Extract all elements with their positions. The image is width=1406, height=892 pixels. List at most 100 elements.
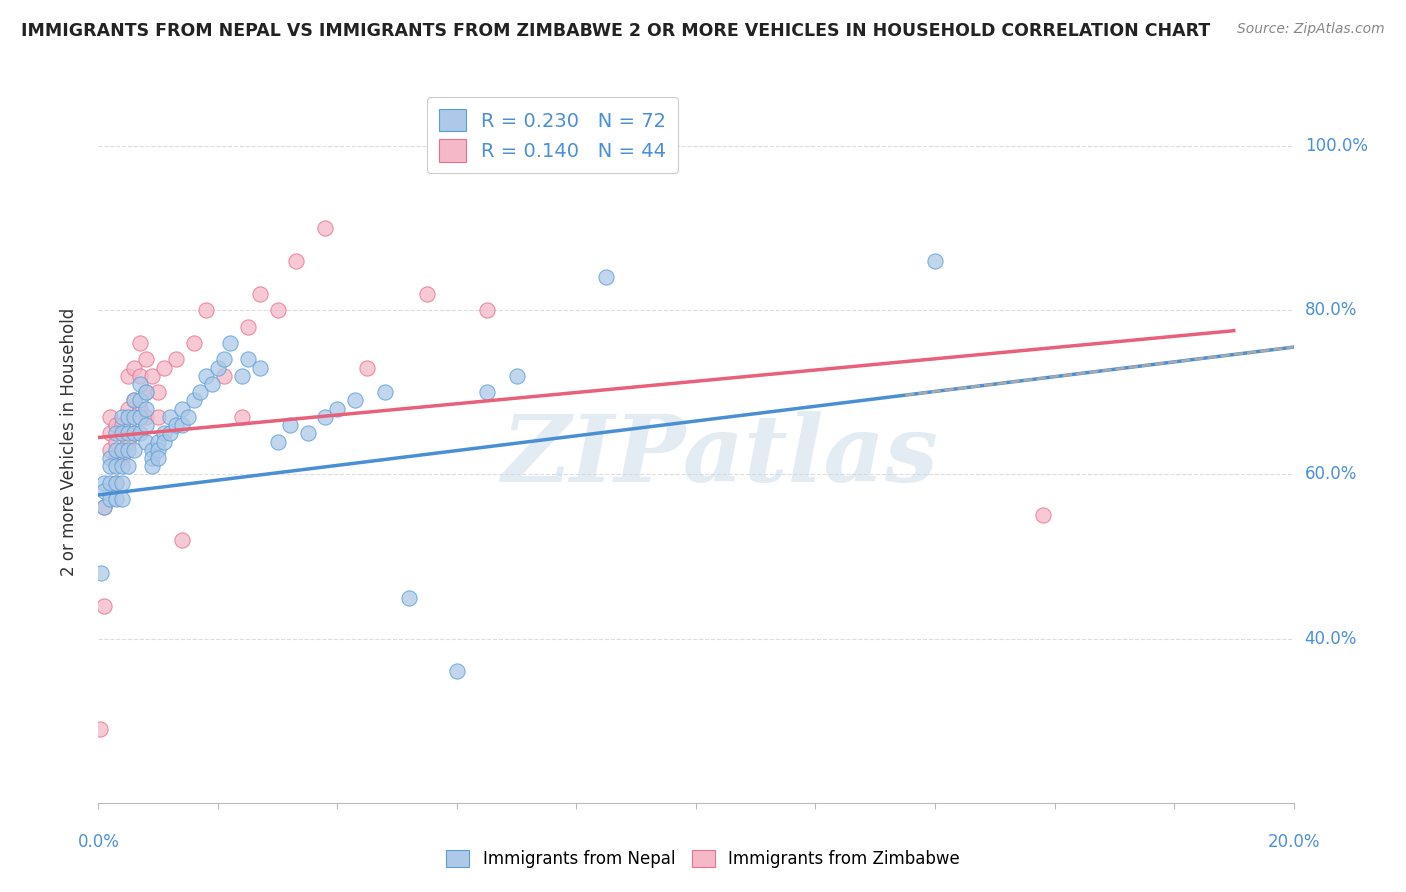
Point bbox=[183, 393, 205, 408]
Point bbox=[98, 475, 122, 490]
Point bbox=[117, 434, 139, 449]
Point bbox=[129, 393, 152, 408]
Point bbox=[111, 475, 134, 490]
Point bbox=[141, 450, 163, 465]
Point bbox=[212, 352, 235, 367]
Point bbox=[416, 286, 439, 301]
Point bbox=[111, 450, 134, 465]
Point bbox=[93, 475, 115, 490]
Point bbox=[278, 418, 301, 433]
Point bbox=[219, 336, 242, 351]
Point bbox=[195, 303, 218, 318]
Point bbox=[129, 368, 152, 383]
Point bbox=[117, 426, 139, 441]
Point bbox=[105, 475, 128, 490]
Point bbox=[212, 368, 235, 383]
Point bbox=[111, 409, 134, 424]
Point bbox=[135, 352, 157, 367]
Point bbox=[93, 500, 115, 515]
Text: 40.0%: 40.0% bbox=[1305, 630, 1357, 648]
Point bbox=[111, 491, 134, 506]
Point bbox=[117, 442, 139, 457]
Point bbox=[398, 591, 420, 605]
Point bbox=[89, 722, 111, 736]
Point bbox=[188, 385, 211, 400]
Point bbox=[475, 303, 498, 318]
Text: 0.0%: 0.0% bbox=[77, 833, 120, 851]
Point bbox=[315, 409, 337, 424]
Point bbox=[148, 442, 170, 457]
Point bbox=[315, 221, 337, 235]
Point bbox=[475, 385, 498, 400]
Point bbox=[148, 409, 170, 424]
Point bbox=[267, 434, 290, 449]
Point bbox=[297, 426, 319, 441]
Point bbox=[148, 385, 170, 400]
Point bbox=[236, 352, 259, 367]
Point bbox=[135, 434, 157, 449]
Point bbox=[536, 155, 558, 169]
Point bbox=[172, 533, 194, 547]
Legend: Immigrants from Nepal, Immigrants from Zimbabwe: Immigrants from Nepal, Immigrants from Z… bbox=[439, 843, 967, 875]
Point bbox=[129, 336, 152, 351]
Point bbox=[506, 368, 529, 383]
Point bbox=[105, 450, 128, 465]
Point bbox=[117, 401, 139, 416]
Point bbox=[267, 303, 290, 318]
Point bbox=[153, 434, 176, 449]
Point bbox=[195, 368, 218, 383]
Point bbox=[93, 483, 115, 498]
Point bbox=[446, 665, 468, 679]
Legend: R = 0.230   N = 72, R = 0.140   N = 44: R = 0.230 N = 72, R = 0.140 N = 44 bbox=[427, 97, 678, 173]
Point bbox=[172, 401, 194, 416]
Point bbox=[129, 409, 152, 424]
Point bbox=[124, 426, 146, 441]
Point bbox=[141, 368, 163, 383]
Point bbox=[98, 409, 122, 424]
Point bbox=[231, 409, 253, 424]
Point bbox=[111, 459, 134, 474]
Point bbox=[326, 401, 349, 416]
Point bbox=[231, 368, 253, 383]
Point bbox=[135, 385, 157, 400]
Point bbox=[98, 426, 122, 441]
Point bbox=[249, 286, 271, 301]
Point bbox=[117, 368, 139, 383]
Point bbox=[98, 491, 122, 506]
Point bbox=[165, 352, 187, 367]
Point bbox=[344, 393, 367, 408]
Point bbox=[105, 475, 128, 490]
Point bbox=[201, 377, 224, 392]
Point bbox=[98, 442, 122, 457]
Point bbox=[284, 253, 307, 268]
Text: ZIPatlas: ZIPatlas bbox=[502, 411, 938, 501]
Point bbox=[595, 270, 617, 285]
Point bbox=[135, 409, 157, 424]
Point bbox=[249, 360, 271, 375]
Point bbox=[135, 385, 157, 400]
Point bbox=[153, 426, 176, 441]
Point bbox=[177, 409, 200, 424]
Point bbox=[93, 599, 115, 613]
Point bbox=[148, 450, 170, 465]
Point bbox=[141, 459, 163, 474]
Point bbox=[135, 418, 157, 433]
Text: 80.0%: 80.0% bbox=[1305, 301, 1357, 319]
Text: 60.0%: 60.0% bbox=[1305, 466, 1357, 483]
Point bbox=[105, 459, 128, 474]
Point bbox=[124, 393, 146, 408]
Point bbox=[159, 409, 181, 424]
Point bbox=[141, 442, 163, 457]
Point bbox=[172, 418, 194, 433]
Point bbox=[124, 360, 146, 375]
Text: 100.0%: 100.0% bbox=[1305, 137, 1368, 155]
Point bbox=[924, 253, 946, 268]
Point bbox=[105, 442, 128, 457]
Point bbox=[111, 418, 134, 433]
Point bbox=[117, 459, 139, 474]
Point bbox=[129, 401, 152, 416]
Point bbox=[105, 491, 128, 506]
Point bbox=[165, 418, 187, 433]
Point bbox=[135, 401, 157, 416]
Point bbox=[98, 459, 122, 474]
